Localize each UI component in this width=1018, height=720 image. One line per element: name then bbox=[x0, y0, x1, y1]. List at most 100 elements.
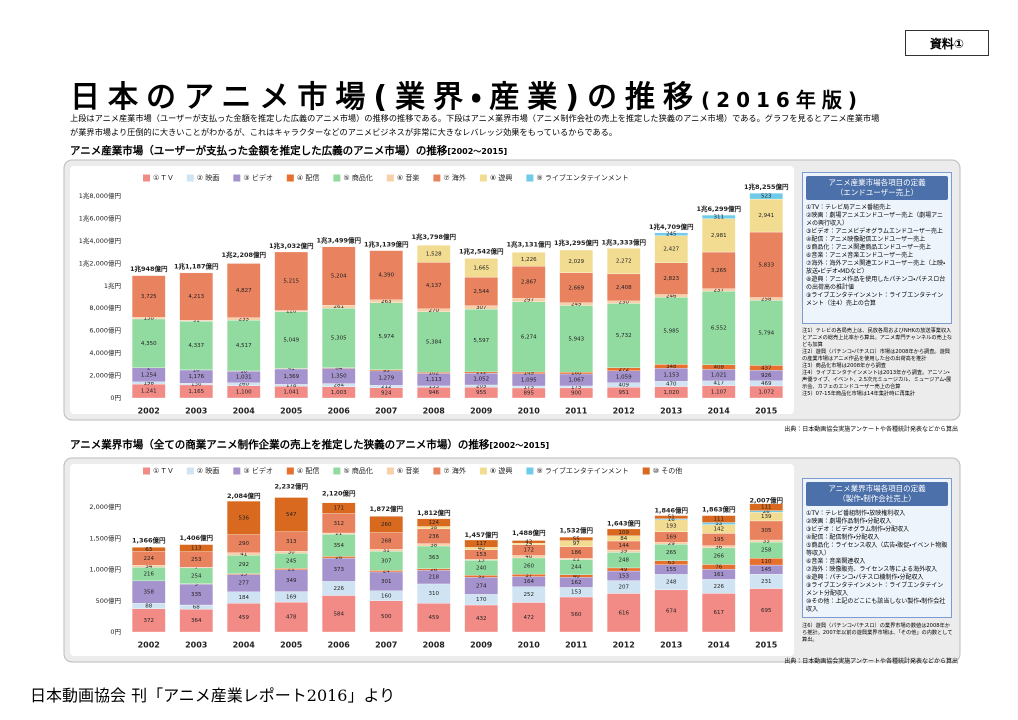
segment-label: 25 bbox=[525, 541, 532, 547]
segment-label: 16 bbox=[668, 517, 675, 523]
segment-label: 348 bbox=[666, 364, 677, 370]
segment-label: 307 bbox=[476, 305, 487, 311]
segment-label: 900 bbox=[571, 390, 582, 396]
bar-segment bbox=[416, 603, 451, 633]
segment-label: 270 bbox=[429, 308, 440, 314]
segment-label: 7 bbox=[195, 565, 199, 571]
segment-label: 109 bbox=[619, 530, 630, 536]
legend-label: ④ 配信 bbox=[297, 173, 320, 182]
segment-label: 2,941 bbox=[758, 213, 774, 219]
segment-label: 5,794 bbox=[758, 330, 774, 336]
segment-label: 245 bbox=[571, 302, 582, 308]
definition-item: ⑩その他：上記のどこにも該当しない製作・制作会社収入 bbox=[806, 598, 946, 613]
total-label: 1兆2,542億円 bbox=[459, 246, 504, 255]
legend-swatch bbox=[386, 174, 394, 182]
segment-label: 186 bbox=[571, 550, 582, 556]
total-label: 1兆8,255億円 bbox=[744, 182, 789, 191]
segment-label: 39 bbox=[620, 549, 627, 555]
y-tick-label: 4,000億円 bbox=[89, 348, 121, 357]
legend-swatch bbox=[186, 467, 194, 475]
segment-label: 297 bbox=[524, 297, 535, 303]
definition-item: ②映画：劇場作品制作・分配収入 bbox=[806, 518, 892, 525]
segment-label: 42 bbox=[525, 539, 532, 545]
segment-label: 277 bbox=[239, 581, 250, 587]
segment-label: 1,254 bbox=[141, 372, 157, 378]
segment-label: 171 bbox=[334, 506, 345, 512]
segment-label: 2,823 bbox=[663, 276, 679, 282]
segment-label: 49 bbox=[620, 567, 627, 573]
bar-segment bbox=[654, 235, 689, 263]
definition-item: ①TV：テレビ局アニメ番組売上 bbox=[806, 204, 892, 211]
legend-label: ⑧ 遊興 bbox=[490, 466, 513, 475]
total-label: 1,366億円 bbox=[132, 536, 166, 545]
bar-segment bbox=[606, 303, 641, 368]
segment-label: 1,031 bbox=[236, 374, 252, 380]
legend-swatch bbox=[286, 467, 294, 475]
segment-label: 274 bbox=[476, 583, 487, 589]
segment-label: 21 bbox=[573, 556, 580, 562]
x-tick-label: 2014 bbox=[708, 407, 731, 416]
bar-segment bbox=[416, 262, 451, 309]
segment-label: 616 bbox=[619, 610, 630, 616]
total-label: 2,120億円 bbox=[322, 489, 356, 498]
segment-label: 1,003 bbox=[331, 390, 347, 396]
definition-item: ③ビデオ：ビデオグラム制作・分配収入 bbox=[806, 526, 910, 533]
total-label: 1兆2,208億円 bbox=[221, 250, 266, 259]
segment-label: 226 bbox=[714, 584, 725, 590]
bar-segment bbox=[274, 251, 309, 311]
x-tick-label: 2012 bbox=[613, 407, 635, 416]
badge: 資料① bbox=[905, 30, 989, 56]
segment-label: 138 bbox=[144, 316, 155, 322]
segment-label: 2,867 bbox=[521, 280, 537, 286]
segment-label: 313 bbox=[286, 539, 297, 545]
segment-label: 335 bbox=[191, 592, 202, 598]
segment-label: 252 bbox=[524, 592, 535, 598]
segment-label: 261 bbox=[334, 304, 345, 310]
segment-label: 142 bbox=[714, 527, 725, 533]
segment-label: 5,204 bbox=[331, 274, 347, 280]
segment-label: 195 bbox=[714, 537, 725, 543]
description-line: 上段はアニメ産業市場（ユーザーが支払った金額を推定した広義のアニメ市場）の推移の… bbox=[70, 113, 880, 123]
legend-label: ⑥ 音楽 bbox=[397, 173, 420, 182]
segment-label: 15 bbox=[478, 557, 485, 563]
segment-label: 40 bbox=[525, 554, 532, 560]
segment-label: 4,137 bbox=[426, 283, 442, 289]
segment-label: 2,272 bbox=[616, 259, 632, 265]
segment-label: 946 bbox=[429, 390, 440, 396]
bar-segment bbox=[701, 515, 736, 523]
source: 出典：日本動画協会実施アンケートや各種統計発表などから算出 bbox=[784, 426, 958, 433]
title-main: 日本のアニメ市場(業界・産業)の推移 bbox=[70, 80, 702, 115]
segment-label: 156 bbox=[191, 382, 202, 388]
total-label: 1兆6,299億円 bbox=[696, 204, 741, 213]
y-tick-label: 6,000億円 bbox=[89, 326, 121, 335]
segment-label: 37 bbox=[525, 573, 532, 579]
definition-item: ⑥音楽：音楽関連収入 bbox=[806, 558, 866, 565]
x-tick-label: 2006 bbox=[328, 641, 351, 650]
segment-label: 162 bbox=[571, 580, 582, 586]
legend-swatch bbox=[433, 174, 441, 182]
definition-title: アニメ業界市場各項目の定義 （製作・制作会社売上） bbox=[806, 482, 948, 506]
bar-segment bbox=[559, 249, 594, 273]
legend-label: ② 映画 bbox=[197, 466, 220, 475]
segment-label: 1,100 bbox=[236, 389, 252, 395]
x-tick-label: 2008 bbox=[423, 641, 446, 650]
segment-label: 40 bbox=[478, 546, 485, 552]
segment-label: 24 bbox=[383, 569, 390, 575]
total-label: 1,488億円 bbox=[512, 528, 546, 537]
bar-segment bbox=[701, 593, 736, 633]
y-tick-label: 1兆2,000億円 bbox=[79, 258, 121, 267]
definition-title-text: アニメ業界市場各項目の定義 bbox=[828, 484, 926, 493]
y-tick-label: 0円 bbox=[110, 394, 121, 402]
legend-swatch bbox=[286, 174, 294, 182]
segment-label: 408 bbox=[714, 365, 725, 371]
legend-label: ③ ビデオ bbox=[243, 173, 273, 182]
segment-label: 175 bbox=[524, 384, 535, 390]
x-tick-label: 2003 bbox=[185, 407, 207, 416]
note: 注1）テレビの各局売上は、民放各局およびNHKの放送事業収入とアニメの総売上比率… bbox=[802, 328, 953, 348]
bar-segment bbox=[606, 528, 641, 536]
legend-label: ⑦ 海外 bbox=[443, 173, 466, 182]
definition-box: アニメ産業市場各項目の定義 （エンドユーザー売上） ①TV：テレビ局アニメ番組売上… bbox=[802, 172, 952, 324]
segment-label: 305 bbox=[761, 528, 772, 534]
bar-segment bbox=[131, 275, 166, 318]
